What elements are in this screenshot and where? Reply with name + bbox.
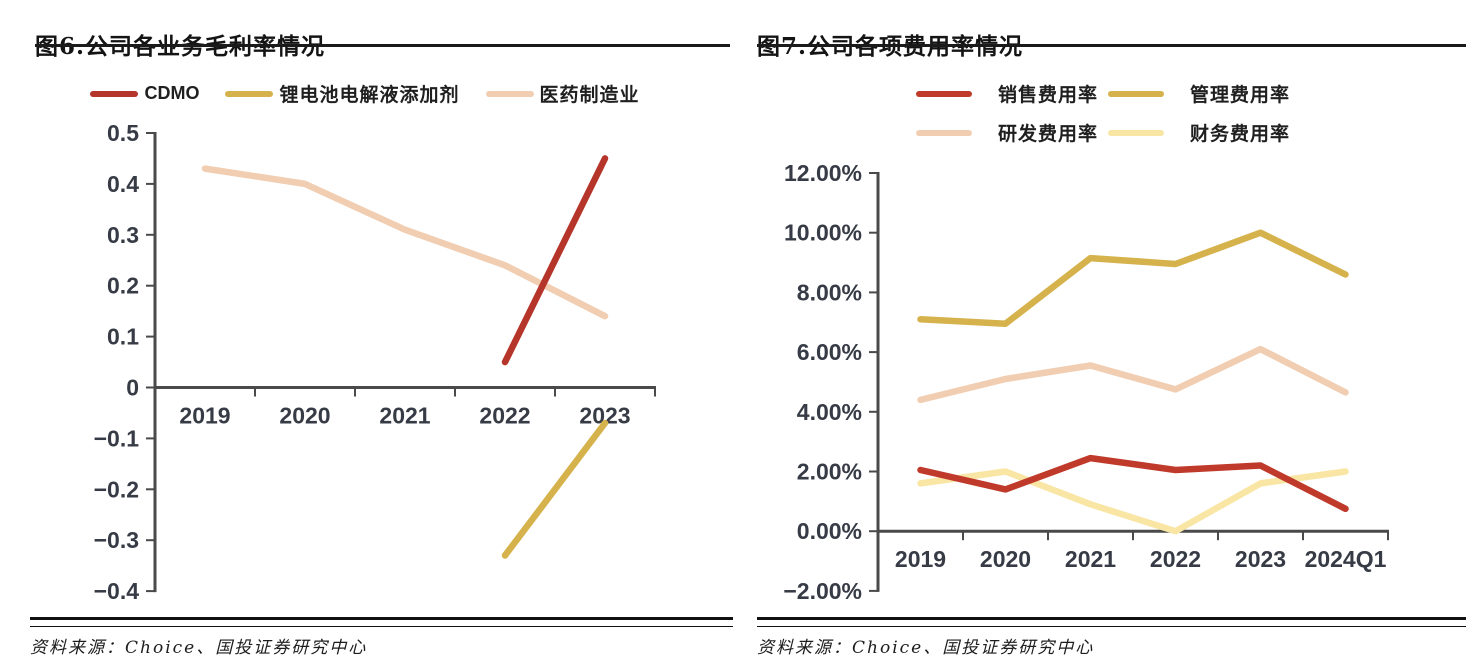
y-tick-label: 0.5	[107, 120, 139, 146]
y-tick-label: −0.2	[94, 476, 139, 502]
y-tick-label: −0.1	[94, 425, 140, 451]
x-category-label: 2024Q1	[1305, 546, 1387, 572]
figure7-footer-rule	[757, 617, 1466, 627]
figure6-footer-rule	[30, 617, 733, 627]
series-line-3	[917, 468, 1349, 535]
expense-ratio-chart: 12.00% 10.00% 8.00% 6.00% 4.00% 2.00% 0.00% −2.…	[783, 160, 1389, 604]
y-tick-label: −0.4	[94, 578, 140, 604]
x-category-label: 2022	[1150, 546, 1201, 572]
legend-item: 管理费用率	[1108, 80, 1290, 107]
series-line-2	[917, 345, 1349, 404]
x-category-label: 2021	[379, 403, 430, 429]
x-category-label: 2019	[179, 403, 230, 429]
series-line-0	[501, 155, 609, 366]
figure6-title-rule	[35, 44, 730, 47]
figure7-source: 资料来源：Choice、国投证券研究中心	[757, 638, 1095, 658]
y-tick-label: 6.00%	[797, 339, 862, 365]
y-tick-label: 0.2	[107, 273, 139, 299]
figure6-legend: CDMO 锂电池电解液添加剂 医药制造业	[35, 80, 695, 107]
series-line-1	[501, 419, 609, 559]
y-tick-label: 4.00%	[797, 399, 862, 425]
x-category-label: 2019	[895, 546, 946, 572]
legend-swatch	[1108, 90, 1164, 97]
x-category-label: 2022	[479, 403, 530, 429]
y-tick-label: 8.00%	[797, 279, 862, 305]
series-line-0	[917, 454, 1349, 513]
legend-swatch	[915, 90, 972, 97]
y-tick-label: 0.3	[107, 222, 139, 248]
legend-swatch	[485, 90, 534, 97]
series-line-1	[917, 229, 1349, 327]
legend-item: 研发费用率	[915, 119, 1098, 146]
y-tick-label: 0.4	[107, 171, 139, 197]
y-tick-label: 0.00%	[797, 518, 862, 544]
legend-item: 锂电池电解液添加剂	[225, 80, 459, 107]
y-tick-label: −0.3	[94, 527, 139, 553]
x-category-label: 2021	[1065, 546, 1116, 572]
gross-margin-chart: 0.5 0.4 0.3 0.2 0.1 0 −0.1 −0.2 −0.3 −0.4 2019 2020…	[94, 120, 656, 604]
legend-label: 锂电池电解液添加剂	[279, 84, 460, 106]
x-category-label: 2020	[279, 403, 330, 429]
figure6-source: 资料来源：Choice、国投证券研究中心	[30, 638, 368, 658]
y-tick-label: 10.00%	[784, 220, 862, 246]
figure7-footer: 资料来源：Choice、国投证券研究中心	[757, 617, 1466, 658]
legend-swatch	[90, 90, 139, 97]
legend-label: 财务费用率	[1190, 123, 1291, 145]
x-category-label: 2023	[1235, 546, 1286, 572]
figure7-legend: 销售费用率 管理费用率研发费用率 财务费用率	[735, 80, 1471, 146]
legend-label: 医药制造业	[539, 84, 640, 106]
y-tick-label: 2.00%	[797, 459, 862, 485]
legend-swatch	[915, 129, 972, 136]
legend-swatch	[1108, 129, 1164, 136]
legend-item: 财务费用率	[1108, 119, 1290, 146]
y-tick-label: 0.1	[107, 324, 139, 350]
series-line-2	[201, 165, 609, 320]
legend-item: CDMO	[90, 83, 199, 104]
legend-item: 销售费用率	[915, 80, 1098, 107]
y-tick-label: −2.00%	[783, 578, 862, 604]
figure6-footer: 资料来源：Choice、国投证券研究中心	[30, 617, 733, 658]
legend-label: CDMO	[144, 83, 200, 103]
legend-item: 医药制造业	[485, 80, 640, 107]
legend-label: 销售费用率	[997, 84, 1098, 106]
x-category-label: 2020	[980, 546, 1031, 572]
figure7-title-rule	[757, 44, 1466, 47]
y-tick-label: 12.00%	[784, 160, 862, 186]
legend-label: 研发费用率	[997, 123, 1098, 145]
legend-swatch	[225, 90, 274, 97]
y-tick-label: 0	[126, 375, 139, 401]
legend-label: 管理费用率	[1190, 84, 1291, 106]
